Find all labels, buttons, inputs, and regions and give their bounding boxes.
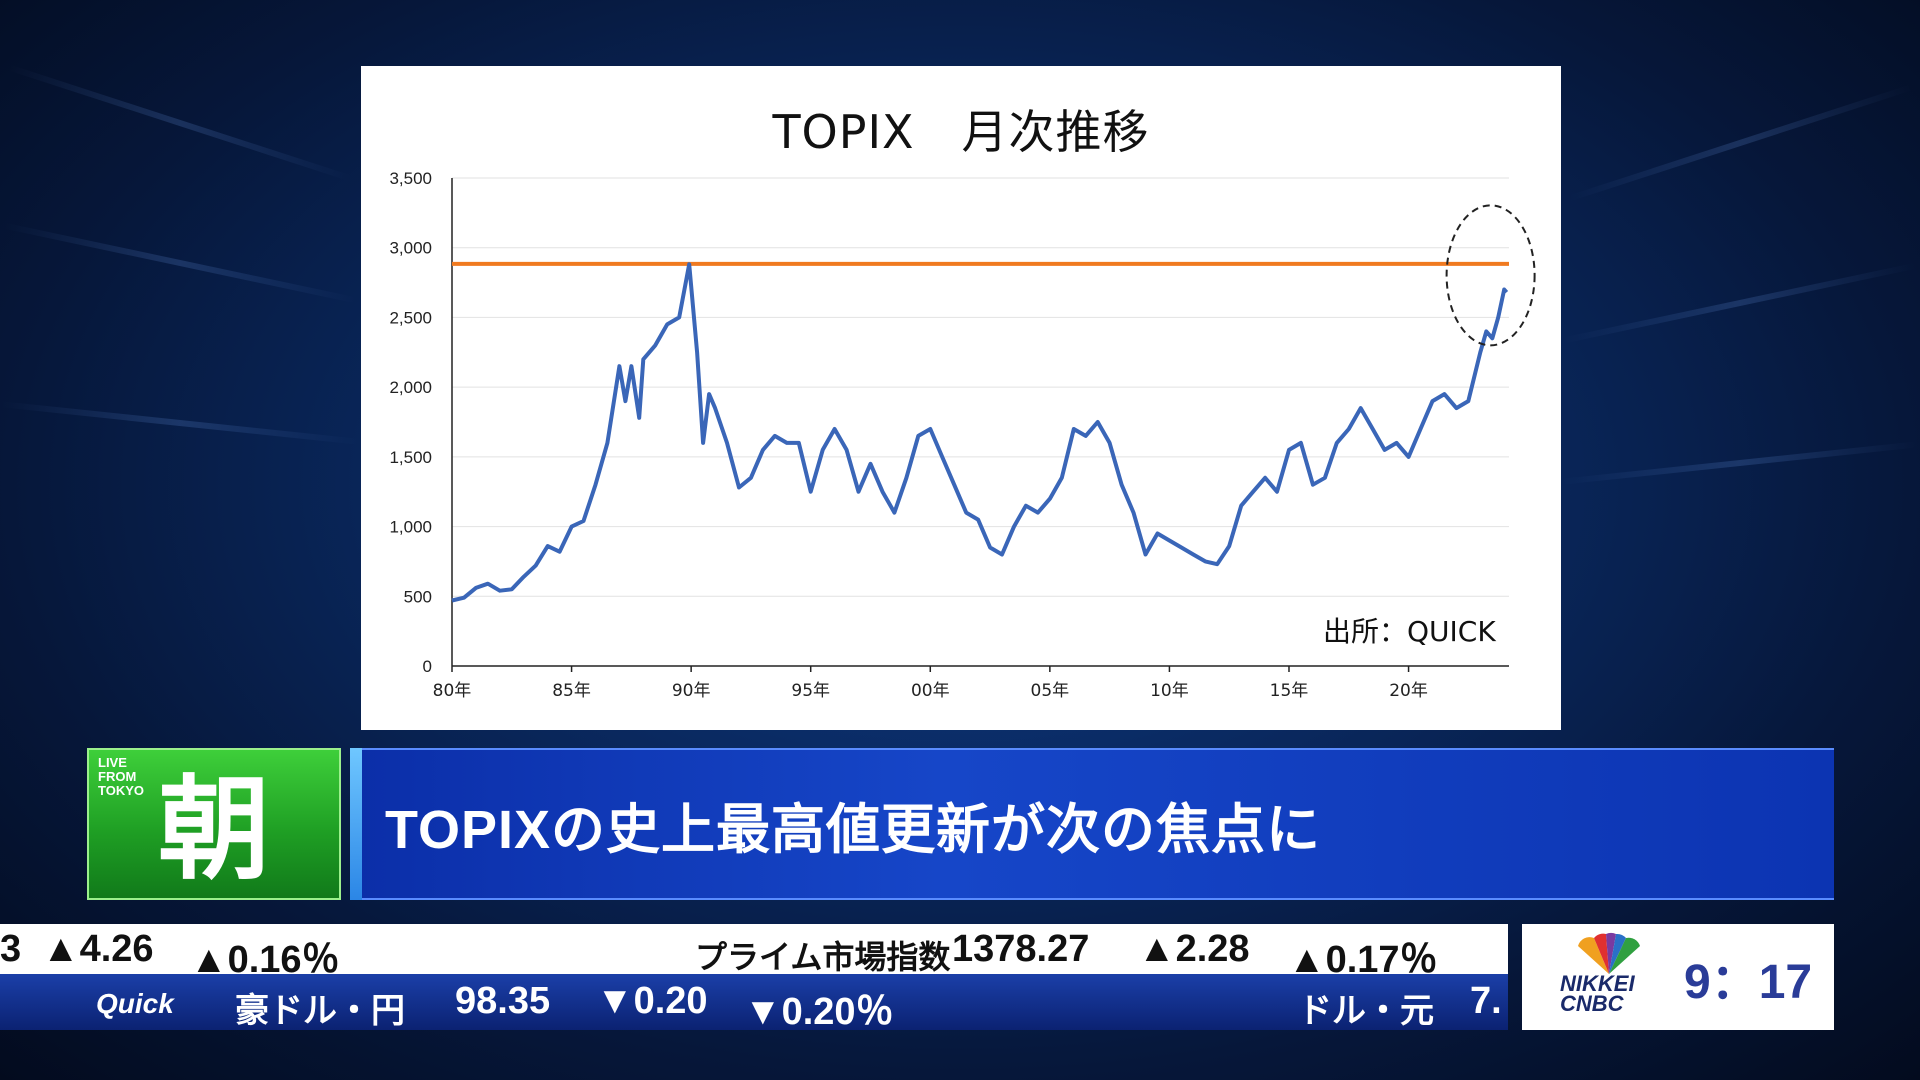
y-tick-label: 1,000: [389, 518, 432, 537]
ticker-change: ▲4.26: [42, 928, 154, 970]
y-tick-label: 500: [404, 587, 432, 606]
ticker-index-name: プライム市場指数: [695, 939, 951, 975]
chart-svg: 0 500 1,000 1,500 2,000 2,500 3,000 3,500 80年 85年…: [389, 169, 1536, 701]
x-tick-label: 00年: [911, 681, 950, 701]
headline-accent: [350, 748, 362, 900]
clock: 9：17: [1684, 956, 1813, 1009]
x-tick-label: 80年: [433, 681, 472, 701]
ticker-fragment: 3: [0, 928, 22, 970]
ticker-index-value: 1378.27: [952, 928, 1090, 970]
chart-title: TOPIX 月次推移: [772, 105, 1150, 159]
ticker-fx-pct: ▼0.20％: [744, 991, 894, 1033]
x-tick-label: 10年: [1150, 681, 1189, 701]
y-tick-label: 2,000: [389, 378, 432, 397]
quick-logo: Quick: [96, 988, 174, 1019]
y-tick-label: 1,500: [389, 448, 432, 467]
x-tick-label: 95年: [791, 681, 830, 701]
x-tick-label: 85年: [552, 681, 591, 701]
program-badge: LIVE FROM TOKYO 朝: [87, 748, 341, 900]
ticker-index-change: ▲2.28: [1138, 928, 1250, 970]
ticker-fx-change: ▼0.20: [596, 980, 708, 1022]
channel-corner: NIKKEI CNBC 9：17: [1522, 924, 1834, 1030]
ticker-next-name: ドル・元: [1298, 992, 1434, 1030]
x-tick-label: 90年: [672, 681, 711, 701]
headline-bar: [350, 748, 1834, 900]
chart-panel: TOPIX 月次推移 0 500 1,000 1,500 2,000 2,500 3,000…: [361, 66, 1561, 730]
x-tick-label: 05年: [1031, 681, 1070, 701]
topix-series-line: [451, 262, 1509, 603]
y-tick-label: 3,000: [389, 239, 432, 258]
ticker-next-value: 7.: [1470, 980, 1502, 1022]
highlight-circle: [1445, 204, 1536, 347]
peacock-logo-icon: [1578, 932, 1640, 974]
chart-source: 出所：QUICK: [1323, 615, 1496, 648]
ticker-bottom-strip: [0, 974, 1508, 1030]
ticker-fx-value: 98.35: [455, 980, 551, 1022]
x-tick-label: 15年: [1270, 681, 1309, 701]
ticker-top-strip: [0, 924, 1508, 974]
y-tick-label: 0: [423, 657, 432, 676]
ticker-fx-name: 豪ドル・円: [235, 992, 405, 1030]
headline-text: TOPIXの史上最高値更新が次の焦点に: [385, 800, 1322, 860]
y-tick-label: 3,500: [389, 169, 432, 188]
y-tick-label: 2,500: [389, 308, 432, 327]
program-title: 朝: [158, 765, 270, 895]
x-tick-label: 20年: [1389, 681, 1428, 701]
live-from-tokyo-label: LIVE FROM TOKYO: [98, 755, 144, 798]
nikkei-cnbc-logo: NIKKEI CNBC: [1560, 971, 1635, 1016]
